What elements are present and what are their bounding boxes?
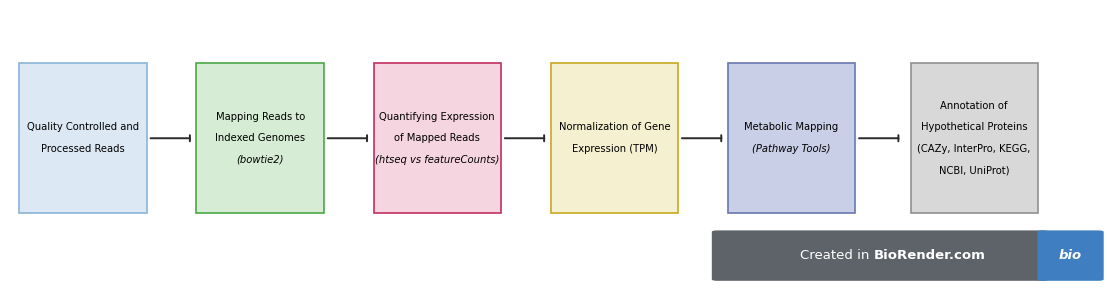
Text: Expression (TPM): Expression (TPM) [571, 144, 658, 154]
Text: Quality Controlled and: Quality Controlled and [27, 122, 139, 132]
Text: Normalization of Gene: Normalization of Gene [559, 122, 670, 132]
Text: (htseq vs featureCounts): (htseq vs featureCounts) [375, 155, 499, 165]
Text: bio: bio [1059, 249, 1083, 262]
Text: Indexed Genomes: Indexed Genomes [215, 133, 306, 143]
FancyBboxPatch shape [196, 63, 323, 213]
Text: NCBI, UniProt): NCBI, UniProt) [939, 166, 1010, 176]
Text: (Pathway Tools): (Pathway Tools) [753, 144, 830, 154]
FancyBboxPatch shape [728, 63, 855, 213]
FancyBboxPatch shape [374, 63, 500, 213]
Text: Metabolic Mapping: Metabolic Mapping [744, 122, 839, 132]
FancyBboxPatch shape [551, 63, 677, 213]
FancyBboxPatch shape [19, 63, 146, 213]
Text: BioRender.com: BioRender.com [873, 249, 985, 262]
Text: Hypothetical Proteins: Hypothetical Proteins [921, 122, 1027, 132]
Text: of Mapped Reads: of Mapped Reads [394, 133, 480, 143]
Text: Processed Reads: Processed Reads [41, 144, 125, 154]
FancyBboxPatch shape [1037, 230, 1104, 281]
FancyBboxPatch shape [712, 230, 1048, 281]
Text: Created in: Created in [800, 249, 873, 262]
Text: Quantifying Expression: Quantifying Expression [380, 112, 495, 122]
Text: (CAZy, InterPro, KEGG,: (CAZy, InterPro, KEGG, [918, 144, 1031, 154]
Text: Mapping Reads to: Mapping Reads to [216, 112, 304, 122]
FancyBboxPatch shape [910, 63, 1038, 213]
Text: Annotation of: Annotation of [941, 101, 1007, 111]
Text: (bowtie2): (bowtie2) [237, 155, 283, 165]
